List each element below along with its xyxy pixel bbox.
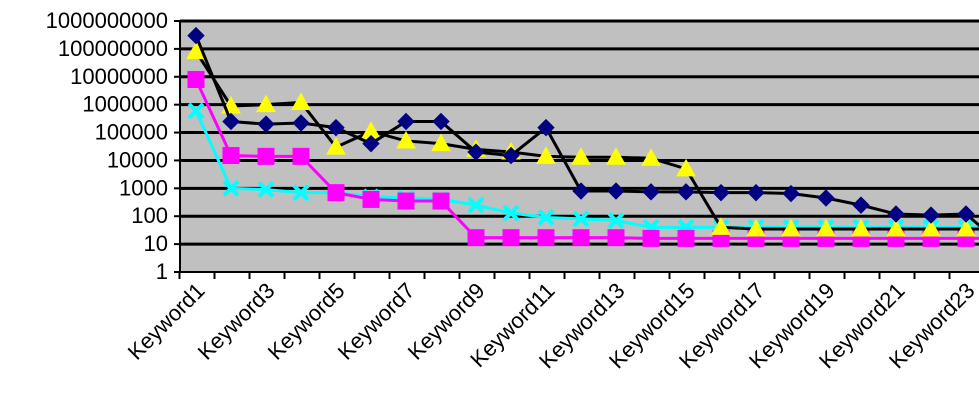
- x-marker-stroke: [187, 102, 205, 120]
- diamond-point: [327, 118, 345, 137]
- square-point: [432, 192, 450, 210]
- x-marker-stroke: [537, 209, 555, 226]
- triangle-point: [816, 218, 836, 237]
- triangle-point: [326, 137, 346, 155]
- triangle-point: [256, 94, 276, 113]
- series-diamond: [187, 26, 979, 228]
- diamond-point: [222, 112, 240, 131]
- square-point: [642, 229, 660, 247]
- triangle-point: [571, 147, 591, 165]
- y-tick-label: 100: [131, 203, 168, 228]
- diamond-point: [187, 26, 205, 45]
- diamond-point: [712, 183, 730, 202]
- x-point: [572, 210, 590, 228]
- x-marker-stroke: [257, 181, 275, 199]
- x-axis-ticks: Keyword1Keyword3Keyword5Keyword7Keyword9…: [123, 272, 979, 373]
- square-point: [467, 229, 485, 247]
- square-point: [187, 70, 205, 88]
- triangle-point: [606, 147, 626, 165]
- diamond-point: [537, 118, 555, 137]
- square-point: [607, 229, 625, 247]
- square-point: [537, 229, 555, 247]
- square-point: [572, 229, 590, 247]
- square-point: [502, 229, 520, 247]
- triangle-point: [291, 92, 311, 110]
- triangle-point: [641, 148, 661, 166]
- x-marker-stroke: [222, 179, 240, 197]
- square-point: [222, 147, 240, 165]
- x-marker-stroke: [292, 184, 310, 202]
- diamond-point: [817, 189, 835, 207]
- triangle-point: [396, 130, 416, 149]
- triangle-point: [746, 218, 766, 237]
- triangle-point: [886, 218, 906, 237]
- diamond-point: [677, 183, 695, 201]
- square-point: [327, 184, 345, 202]
- square-point: [677, 229, 695, 247]
- x-marker-stroke: [607, 212, 625, 229]
- y-tick-label: 10000000: [70, 64, 168, 89]
- diamond-point: [747, 183, 765, 202]
- diamond-point: [957, 205, 975, 223]
- diamond-point: [852, 196, 870, 214]
- triangle-point: [781, 218, 801, 237]
- triangle-point: [431, 133, 451, 152]
- diamond-point: [887, 205, 905, 223]
- diamond-point: [292, 114, 310, 132]
- x-marker-stroke: [467, 196, 485, 214]
- triangle-point: [711, 217, 731, 235]
- x-point: [257, 181, 275, 199]
- diamond-point: [607, 182, 625, 200]
- x-marker-stroke: [502, 204, 520, 222]
- y-tick-label: 1000: [119, 175, 168, 200]
- square-point: [397, 192, 415, 210]
- y-tick-label: 10: [144, 231, 168, 256]
- series-line: [194, 50, 979, 231]
- diamond-point: [257, 115, 275, 133]
- triangle-point: [536, 146, 556, 164]
- triangle-point: [676, 158, 696, 177]
- square-point: [362, 190, 380, 208]
- diamond-point: [642, 183, 660, 201]
- x-marker-stroke: [572, 210, 590, 228]
- triangle-point: [956, 218, 976, 237]
- x-point: [292, 184, 310, 202]
- diamond-point: [467, 143, 485, 161]
- triangle-point: [851, 218, 871, 237]
- x-point: [187, 102, 205, 120]
- y-tick-label: 1: [156, 259, 168, 284]
- series: [186, 26, 979, 247]
- x-point: [467, 196, 485, 214]
- diamond-point: [922, 206, 940, 224]
- triangle-point: [921, 218, 941, 237]
- diamond-point: [782, 184, 800, 203]
- diamond-point: [362, 134, 380, 153]
- x-point: [502, 204, 520, 222]
- square-point: [257, 147, 275, 165]
- y-tick-label: 100000: [95, 120, 168, 145]
- y-tick-label: 1000000000: [46, 8, 168, 33]
- diamond-point: [572, 182, 590, 200]
- axes: [179, 21, 979, 273]
- y-tick-label: 10000: [107, 147, 168, 172]
- diamond-point: [397, 112, 415, 131]
- diamond-point: [432, 112, 450, 131]
- y-tick-label: 100000000: [58, 36, 168, 61]
- diamond-point: [502, 146, 520, 165]
- y-tick-label: 1000000: [82, 92, 168, 117]
- x-point: [222, 179, 240, 197]
- x-point: [607, 212, 625, 229]
- square-point: [292, 147, 310, 165]
- x-point: [537, 209, 555, 226]
